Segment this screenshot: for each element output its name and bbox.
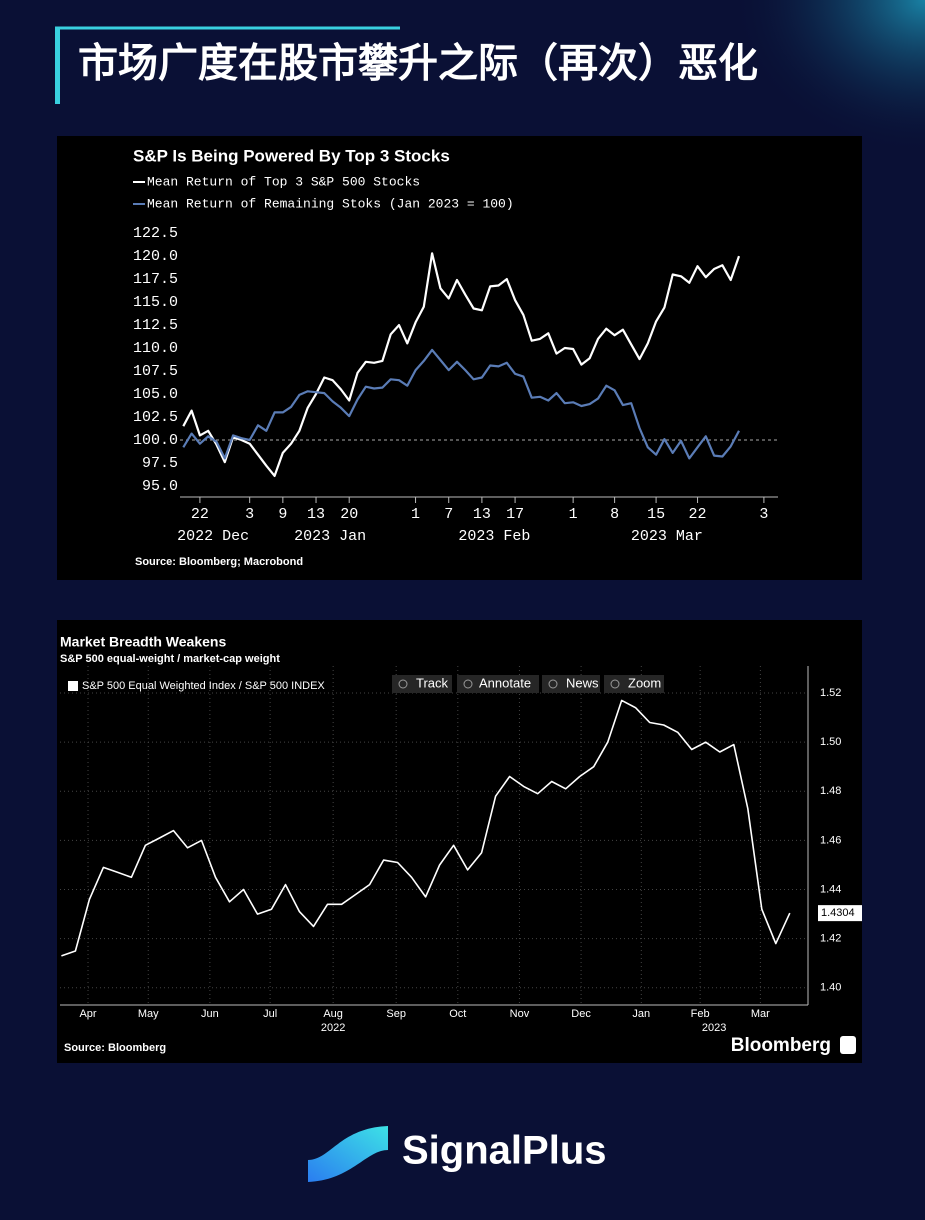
chart-title: S&P Is Being Powered By Top 3 Stocks — [133, 146, 450, 165]
toolbar-label[interactable]: Annotate — [479, 675, 531, 690]
y-tick-label: 112.5 — [133, 317, 178, 334]
x-tick-label: Sep — [386, 1008, 406, 1020]
x-tick-label: 1 — [569, 506, 578, 523]
y-tick-label: 97.5 — [142, 455, 178, 472]
header-bar — [55, 28, 60, 104]
toolbar-icon — [398, 679, 408, 689]
chart-subtitle: S&P 500 equal-weight / market-cap weight — [60, 653, 280, 665]
y-tick-label: 120.0 — [133, 248, 178, 265]
y-tick-label: 102.5 — [133, 409, 178, 426]
toolbar-button[interactable] — [457, 675, 539, 693]
x-tick-label: Nov — [510, 1008, 530, 1020]
chart-source: Source: Bloomberg; Macrobond — [135, 556, 303, 568]
x-tick-label: Jan — [632, 1008, 650, 1020]
x-tick-label: 22 — [689, 506, 707, 523]
x-tick-label: 17 — [506, 506, 524, 523]
x-group-label: 2022 Dec — [177, 528, 249, 545]
legend-label: S&P 500 Equal Weighted Index / S&P 500 I… — [82, 680, 325, 692]
y-tick-label: 110.0 — [133, 340, 178, 357]
x-tick-label: Mar — [751, 1008, 770, 1020]
x-tick-label: 8 — [610, 506, 619, 523]
x-group-label: 2023 Mar — [631, 528, 703, 545]
x-group-label: 2023 Feb — [458, 528, 530, 545]
brand-icon — [840, 1036, 856, 1054]
chart-brand: Bloomberg — [731, 1035, 831, 1056]
y-tick-label: 1.50 — [820, 736, 841, 748]
last-value-box — [818, 905, 862, 922]
x-tick-label: 9 — [278, 506, 287, 523]
y-tick-label: 1.40 — [820, 982, 841, 994]
series-line — [182, 348, 740, 460]
chart-panel — [57, 620, 862, 1063]
toolbar-button[interactable] — [604, 675, 664, 693]
y-tick-label: 1.46 — [820, 834, 841, 846]
x-tick-label: Feb — [691, 1008, 710, 1020]
x-group-label: 2023 Jan — [294, 528, 366, 545]
x-tick-label: 20 — [340, 506, 358, 523]
y-tick-label: 1.52 — [820, 687, 841, 699]
y-tick-label: 117.5 — [133, 271, 178, 288]
x-tick-label: Jul — [263, 1008, 277, 1020]
chart-title: Market Breadth Weakens — [60, 634, 226, 650]
y-tick-label: 115.0 — [133, 294, 178, 311]
toolbar-label[interactable]: News — [566, 675, 599, 690]
page-title: 市场广度在股市攀升之际（再次）恶化 — [78, 42, 758, 86]
toolbar-icon — [548, 679, 558, 689]
x-tick-label: Jun — [201, 1008, 219, 1020]
x-group-label: 2023 — [702, 1022, 726, 1034]
x-tick-label: Apr — [79, 1008, 96, 1020]
toolbar-label[interactable]: Track — [416, 675, 449, 690]
chart-source: Source: Bloomberg — [64, 1042, 166, 1054]
x-tick-label: Oct — [449, 1008, 466, 1020]
y-tick-label: 100.0 — [133, 432, 178, 449]
last-value-label: 1.4304 — [821, 907, 855, 919]
toolbar-label[interactable]: Zoom — [628, 675, 661, 690]
x-tick-label: 22 — [191, 506, 209, 523]
x-tick-label: 15 — [647, 506, 665, 523]
x-group-label: 2022 — [321, 1022, 345, 1034]
y-tick-label: 1.48 — [820, 785, 841, 797]
y-tick-label: 95.0 — [142, 478, 178, 495]
toolbar-icon — [610, 679, 620, 689]
chart-panel — [57, 136, 862, 580]
y-tick-label: 122.5 — [133, 225, 178, 242]
y-tick-label: 107.5 — [133, 363, 178, 380]
y-tick-label: 1.44 — [820, 883, 841, 895]
x-tick-label: 13 — [473, 506, 491, 523]
legend-label: Mean Return of Remaining Stoks (Jan 2023… — [147, 196, 514, 211]
x-tick-label: Aug — [323, 1008, 343, 1020]
x-tick-label: Dec — [571, 1008, 591, 1020]
y-tick-label: 1.42 — [820, 933, 841, 945]
x-tick-label: 3 — [245, 506, 254, 523]
series-line — [61, 699, 791, 957]
x-tick-label: 1 — [411, 506, 420, 523]
toolbar-icon — [463, 679, 473, 689]
toolbar-button[interactable] — [542, 675, 600, 693]
x-tick-label: 3 — [759, 506, 768, 523]
x-tick-label: 7 — [444, 506, 453, 523]
x-tick-label: 13 — [307, 506, 325, 523]
legend-label: Mean Return of Top 3 S&P 500 Stocks — [147, 174, 420, 189]
logo-text: SignalPlus — [402, 1129, 607, 1173]
logo-icon — [308, 1126, 388, 1182]
y-tick-label: 105.0 — [133, 386, 178, 403]
toolbar-button[interactable] — [392, 675, 452, 693]
legend-swatch — [68, 681, 78, 691]
x-tick-label: May — [138, 1008, 159, 1020]
series-line — [182, 252, 741, 477]
